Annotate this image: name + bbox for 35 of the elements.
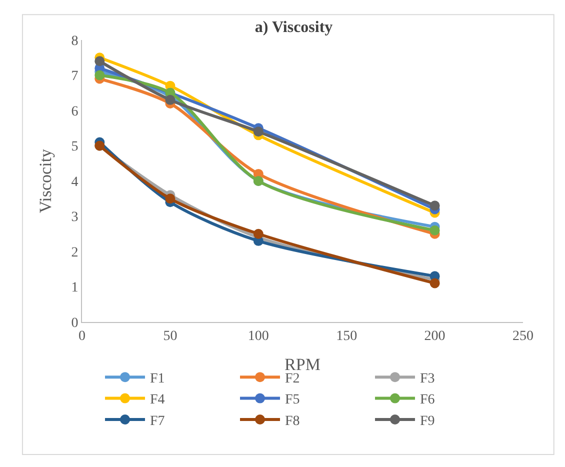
legend-label: F1	[150, 372, 165, 387]
legend-label: F6	[420, 392, 435, 408]
x-axis-title: RPM	[284, 355, 320, 374]
y-axis-title: Viscocity	[36, 148, 55, 214]
y-tick-label: 3	[71, 210, 78, 226]
legend-label: F2	[285, 372, 300, 387]
x-tick-label: 50	[163, 328, 178, 344]
point	[253, 126, 264, 137]
x-tick-label: 200	[424, 328, 446, 344]
x-tick-label: 150	[336, 328, 358, 344]
legend-label: F8	[285, 414, 300, 429]
legend-label: F7	[150, 414, 165, 429]
point	[430, 225, 440, 236]
legend-label: F3	[420, 372, 435, 387]
point	[430, 200, 440, 211]
legend-label: F4	[150, 392, 165, 408]
y-tick-label: 1	[71, 280, 78, 296]
y-tick-label: 5	[71, 140, 78, 155]
chart-title: a) Viscosity	[254, 19, 333, 36]
y-tick-label: 0	[71, 316, 78, 331]
point	[165, 194, 176, 204]
x-tick-label: 250	[512, 328, 534, 344]
y-tick-label: 6	[71, 104, 78, 120]
point	[165, 94, 176, 105]
point	[94, 70, 105, 80]
point	[430, 278, 440, 288]
legend-label: F9	[420, 414, 435, 429]
y-tick-label: 2	[71, 245, 78, 260]
y-tick-label: 7	[71, 69, 78, 84]
legend-label: F5	[285, 392, 300, 408]
y-tick-label: 8	[71, 34, 78, 49]
y-tick-label: 4	[71, 174, 78, 190]
x-tick-label: 100	[248, 328, 269, 344]
point	[253, 228, 264, 239]
point	[94, 56, 105, 66]
